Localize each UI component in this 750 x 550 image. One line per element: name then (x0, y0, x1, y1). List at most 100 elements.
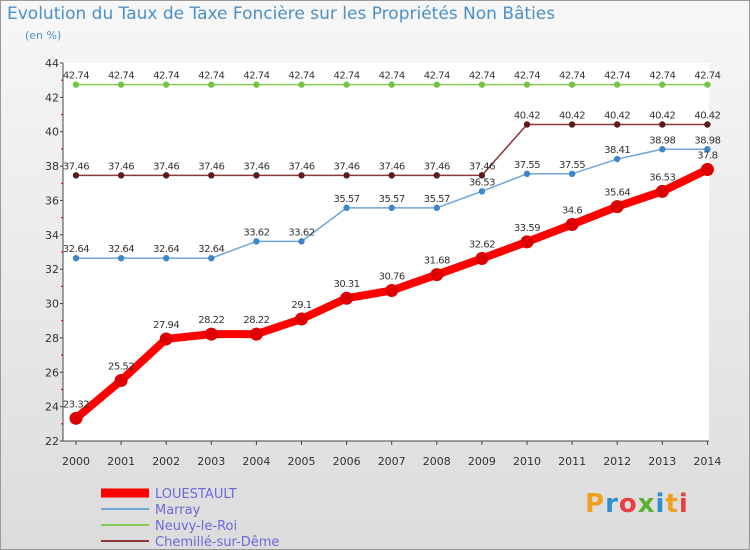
data-label: 42.74 (469, 71, 495, 82)
x-tick-label: 2002 (152, 455, 180, 468)
data-point (340, 291, 354, 305)
data-point (433, 81, 440, 88)
data-point (568, 170, 576, 178)
data-point (614, 155, 621, 163)
y-tick-label: 30 (45, 298, 59, 311)
data-point (298, 81, 305, 88)
x-tick-label: 2012 (603, 455, 631, 468)
chart-title: Evolution du Taux de Taxe Foncière sur l… (7, 4, 556, 24)
data-point (568, 81, 576, 88)
data-label: 35.64 (604, 188, 630, 199)
data-point (388, 81, 395, 88)
data-label: 42.74 (63, 71, 89, 82)
data-point (298, 172, 305, 179)
data-point (117, 254, 125, 262)
data-point (343, 81, 350, 88)
legend-item: Marray (101, 503, 201, 518)
data-label: 32.64 (198, 244, 224, 255)
data-label: 37.8 (697, 151, 717, 162)
data-point (249, 327, 263, 341)
plot-area (63, 63, 709, 441)
x-tick-label: 2006 (333, 455, 361, 468)
series-louestault: 23.32 25.52 27.94 28.22 28.22 29.1 30.31 30.76 3… (63, 151, 718, 425)
y-tick-label: 36 (45, 194, 59, 207)
series-chemill-sur-d-me: 37.46 37.46 37.46 37.46 37.46 37.46 37.46 37.46… (63, 111, 721, 179)
x-tick-label: 2001 (107, 455, 135, 468)
data-label: 42.74 (153, 71, 179, 82)
data-label: 42.74 (424, 71, 450, 82)
legend-item: LOUESTAULT (101, 487, 237, 502)
logo-letter: P (585, 489, 606, 519)
logo-letter: i (678, 489, 689, 519)
data-point (69, 411, 83, 425)
data-label: 38.41 (604, 145, 630, 156)
data-point (295, 312, 308, 326)
data-point (659, 81, 666, 88)
data-point (163, 81, 170, 88)
data-label: 42.74 (108, 71, 134, 82)
data-point (478, 188, 486, 195)
data-point (614, 121, 621, 128)
data-label: 40.42 (649, 111, 675, 122)
data-point (478, 172, 486, 179)
data-point (388, 172, 395, 179)
data-point (700, 163, 714, 177)
data-point (433, 172, 440, 179)
data-point (610, 200, 624, 214)
x-tick-label: 2014 (693, 455, 721, 468)
data-label: 37.46 (379, 161, 405, 172)
x-tick-label: 2010 (513, 455, 541, 468)
legend-item: Chemillé-sur-Dême (101, 535, 279, 549)
data-point (614, 81, 621, 88)
data-label: 36.53 (469, 177, 495, 188)
x-tick-label: 2008 (423, 455, 451, 468)
data-point (253, 238, 260, 245)
y-tick-label: 34 (45, 229, 59, 242)
data-point (385, 283, 399, 297)
data-label: 42.74 (243, 71, 269, 82)
data-point (117, 172, 125, 179)
data-point (117, 81, 125, 88)
data-label: 42.74 (514, 71, 540, 82)
y-tick-label: 44 (45, 57, 59, 70)
x-tick-label: 2009 (468, 455, 496, 468)
data-label: 30.31 (334, 279, 360, 290)
data-label: 32.64 (153, 244, 179, 255)
data-label: 38.98 (694, 135, 720, 146)
data-label: 37.55 (514, 160, 540, 171)
data-label: 23.32 (63, 399, 89, 410)
data-point (72, 254, 80, 262)
y-tick-label: 28 (45, 332, 59, 345)
data-label: 38.98 (649, 135, 675, 146)
logo-letter: r (605, 489, 619, 519)
data-point (253, 172, 260, 179)
data-label: 37.46 (469, 161, 495, 172)
data-label: 37.46 (153, 161, 179, 172)
data-point (655, 184, 669, 198)
data-point (520, 235, 534, 249)
logo-letter: x (637, 489, 656, 519)
data-point (430, 268, 444, 282)
series-neuvy-le-roi: 42.74 42.74 42.74 42.74 42.74 42.74 42.74 42.74… (63, 71, 721, 88)
data-point (72, 172, 80, 179)
data-label: 37.46 (108, 161, 134, 172)
data-label: 37.55 (559, 160, 585, 171)
data-point (565, 218, 579, 232)
data-point (343, 172, 350, 179)
data-point (298, 238, 305, 245)
data-label: 42.74 (649, 71, 675, 82)
data-label: 36.53 (649, 172, 675, 183)
data-point (163, 172, 170, 179)
logo-letter: o (618, 489, 638, 519)
data-label: 42.74 (379, 71, 405, 82)
y-tick-label: 38 (45, 160, 59, 173)
proxiti-logo: Proxiti (585, 489, 689, 519)
data-point (523, 170, 531, 178)
x-tick-label: 2011 (558, 455, 586, 468)
data-label: 32.62 (469, 240, 495, 251)
data-point (568, 121, 576, 128)
data-label: 35.57 (379, 194, 405, 205)
data-label: 31.68 (424, 256, 450, 267)
legend-label: Marray (155, 503, 201, 518)
